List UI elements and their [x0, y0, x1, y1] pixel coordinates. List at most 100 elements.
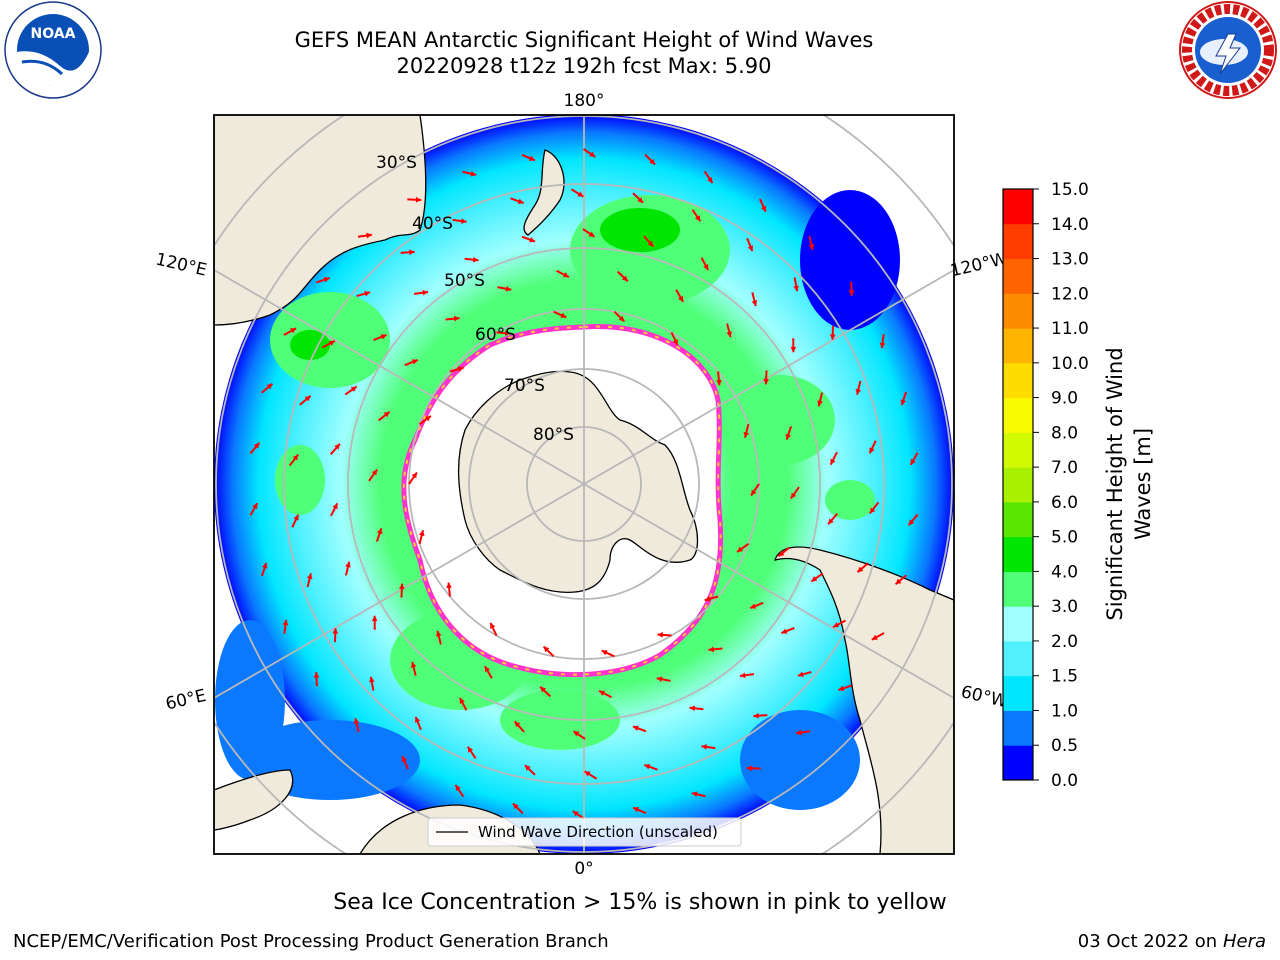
wave-arrow-head [753, 712, 759, 719]
wave-arrow-head [726, 331, 733, 338]
wave-arrow-head [334, 443, 340, 450]
colorbar-cell [1003, 675, 1033, 711]
south-america-land [774, 546, 954, 854]
colorbar-cell [1003, 328, 1033, 364]
wave-arrow-head [418, 530, 425, 537]
noaa-logo: NOAA [4, 1, 102, 99]
colorbar-ticks: 0.0 0.5 1.0 1.5 2.0 3.0 4.0 5.0 6.0 7.0 8.0 9.0 10.0… [1033, 180, 1089, 791]
wave-arrow-head [781, 628, 788, 634]
graticule [214, 115, 954, 854]
wave-arrow-head [703, 264, 709, 271]
wave-arrow-head [644, 764, 651, 770]
colorbar-tick-label: 11.0 [1051, 319, 1089, 339]
colorbar-cell [1003, 362, 1033, 399]
footer-host: Hera [1222, 931, 1266, 952]
colorbar-tick-label: 15.0 [1051, 180, 1089, 200]
wave-arrow-head [647, 240, 654, 247]
wave-arrow-head [678, 295, 684, 302]
wave-arrow-head [528, 155, 535, 161]
wave-arrow-head [261, 562, 268, 569]
sea-ice-caption: Sea Ice Concentration > 15% is shown in … [333, 890, 947, 915]
colorbar-cell [1003, 258, 1033, 294]
colorbar-tick-label: 1.5 [1051, 667, 1078, 687]
wave-arrow-head [857, 566, 864, 573]
chart-subtitle: 20220928 t12z 192h fcst Max: 5.90 [396, 54, 772, 78]
wave-arrow-head [332, 503, 338, 510]
footer-date: 03 Oct 2022 on Hera [1078, 931, 1266, 952]
wave-arrow-head [828, 518, 834, 525]
wave-arrow-head [380, 334, 387, 340]
wave-arrow-head [304, 395, 311, 402]
wave-arrow-head [313, 672, 320, 678]
wave-arrow-head [701, 744, 708, 750]
map-field [214, 115, 954, 854]
wave-arrow-head [879, 342, 886, 349]
wave-arrow-head [345, 561, 351, 568]
wave-arrow-head [689, 705, 696, 712]
wave-arrow-head [632, 725, 639, 732]
wave-arrow-head [410, 662, 417, 668]
colorbar-tick-label: 0.0 [1051, 771, 1078, 791]
wind-wave-arrows [249, 148, 919, 820]
colorbar-label-line1: Significant Height of Wind [1103, 347, 1127, 620]
wave-arrow-head [540, 686, 546, 693]
wave-arrow-head [895, 578, 902, 585]
wave-arrow-head [778, 550, 785, 557]
wave-arrow-head [446, 582, 452, 589]
colorbar-cell [1003, 467, 1033, 503]
wave-arrow-head [364, 290, 371, 297]
wave-arrow-head [560, 312, 567, 318]
wave-arrow-head [524, 765, 531, 771]
wave-arrow-head [838, 685, 845, 692]
wave-arrow-head [572, 811, 579, 817]
colorbar-label-line2: Waves [m] [1131, 428, 1155, 540]
colorbar-tick-label: 7.0 [1051, 458, 1078, 478]
antarctica-land [457, 370, 699, 594]
colorbar-tick-label: 12.0 [1051, 284, 1089, 304]
wave-arrow-head [371, 469, 378, 476]
colorbar-cell [1003, 501, 1033, 538]
wave-arrow-head [455, 784, 461, 791]
lon-label-top: 180° [564, 91, 605, 111]
colorbar-tick-label: 6.0 [1051, 493, 1078, 513]
colorbar-cell [1003, 223, 1033, 260]
noaa-logo-text: NOAA [31, 26, 76, 42]
wave-arrow-head [793, 285, 800, 292]
wave-arrow-head [751, 489, 757, 496]
wave-arrow-head [470, 170, 477, 177]
wave-arrow-head [737, 546, 744, 553]
wave-arrow-head [743, 431, 750, 438]
wave-arrow-head [817, 400, 823, 407]
wave-arrow-head [409, 249, 415, 256]
colorbar-cell [1003, 432, 1033, 468]
wave-arrow-head [589, 151, 596, 157]
wave-arrow-head [869, 507, 876, 514]
colorbar-cell [1003, 189, 1033, 225]
footer-date-text: 03 Oct 2022 on [1077, 931, 1218, 952]
wave-arrow-head [577, 191, 584, 197]
wave-arrow-head [411, 359, 418, 365]
wave-arrow-head [368, 676, 375, 683]
wave-arrow-head [467, 746, 474, 753]
wave-arrow-head [306, 573, 313, 580]
colorbar-cell [1003, 710, 1033, 746]
wave-arrow-head [398, 583, 405, 590]
wave-arrow-head [785, 433, 792, 440]
wave-arrow-head [435, 630, 442, 637]
footer-credit: NCEP/EMC/Verification Post Processing Pr… [13, 931, 609, 952]
wave-arrow-head [293, 514, 299, 521]
colorbar-tick-label: 10.0 [1051, 354, 1089, 374]
colorbar-cell [1003, 606, 1033, 642]
wave-arrow-head [383, 411, 390, 418]
wave-arrow-head [353, 718, 360, 725]
wave-arrow-head [472, 256, 479, 263]
colorbar-tick-label: 5.0 [1051, 528, 1078, 548]
wave-arrow-head [656, 676, 663, 683]
wave-arrow-head [371, 615, 378, 622]
wave-arrow-head [504, 330, 511, 336]
wave-arrow-head [584, 771, 591, 777]
wave-arrow-head [282, 619, 289, 626]
colorbar-cell [1003, 571, 1033, 607]
